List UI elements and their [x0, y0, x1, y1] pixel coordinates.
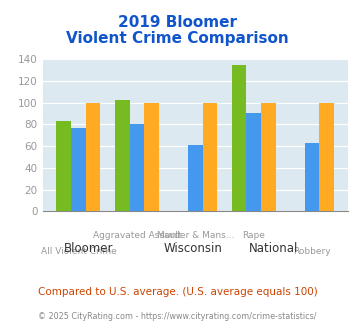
Text: Violent Crime Comparison: Violent Crime Comparison	[66, 31, 289, 46]
Text: Wisconsin: Wisconsin	[163, 242, 222, 255]
Text: Aggravated Assault: Aggravated Assault	[93, 231, 181, 240]
Text: Compared to U.S. average. (U.S. average equals 100): Compared to U.S. average. (U.S. average …	[38, 287, 317, 297]
Text: Murder & Mans...: Murder & Mans...	[157, 231, 234, 240]
Bar	[188, 145, 203, 211]
Bar	[56, 121, 71, 211]
Text: Bloomer: Bloomer	[64, 242, 113, 255]
Text: Rape: Rape	[242, 231, 265, 240]
Bar	[261, 103, 275, 211]
Bar	[320, 103, 334, 211]
Bar	[86, 103, 100, 211]
Bar	[144, 103, 159, 211]
Text: 2019 Bloomer: 2019 Bloomer	[118, 15, 237, 30]
Bar	[115, 100, 130, 211]
Text: © 2025 CityRating.com - https://www.cityrating.com/crime-statistics/: © 2025 CityRating.com - https://www.city…	[38, 312, 317, 321]
Bar	[203, 103, 217, 211]
Text: All Violent Crime: All Violent Crime	[40, 247, 116, 256]
Text: National: National	[248, 242, 298, 255]
Bar	[246, 113, 261, 211]
Bar	[232, 65, 246, 211]
Bar	[130, 124, 144, 211]
Bar	[71, 128, 86, 211]
Text: Robbery: Robbery	[293, 247, 331, 256]
Bar	[305, 143, 320, 211]
